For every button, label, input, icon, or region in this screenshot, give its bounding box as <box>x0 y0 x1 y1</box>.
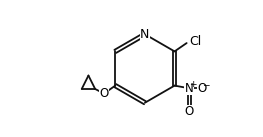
Text: O: O <box>185 105 194 118</box>
Text: O: O <box>99 87 109 100</box>
Text: O: O <box>198 82 207 95</box>
Text: +: + <box>189 80 197 89</box>
Text: N: N <box>140 28 150 41</box>
Text: −: − <box>202 80 210 89</box>
Text: Cl: Cl <box>190 35 202 48</box>
Text: N: N <box>185 82 194 95</box>
